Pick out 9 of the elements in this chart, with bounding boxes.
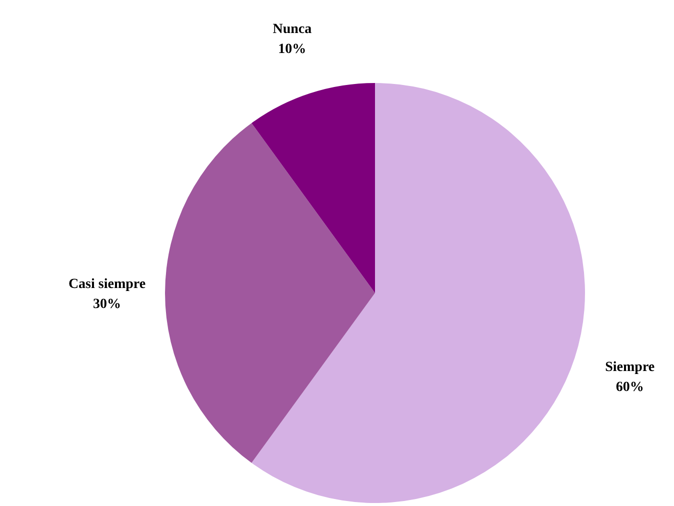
slice-label: Nunca xyxy=(272,22,312,38)
data-label: 30% xyxy=(93,297,121,312)
slice-label: Casi siempre xyxy=(68,277,146,292)
slice-label: Siempre xyxy=(605,360,655,375)
pie-slice xyxy=(252,83,375,293)
data-label: 60% xyxy=(616,380,644,395)
pie-slice xyxy=(252,83,585,503)
pie-slice xyxy=(165,123,375,463)
data-label: 10% xyxy=(278,42,306,58)
